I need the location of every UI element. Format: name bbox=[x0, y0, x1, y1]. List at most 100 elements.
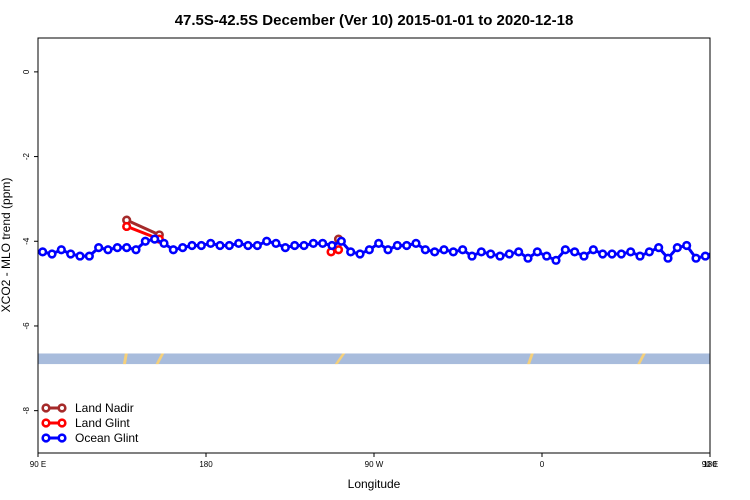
data-point bbox=[721, 251, 728, 258]
data-point bbox=[588, 245, 598, 255]
data-point bbox=[333, 245, 344, 255]
legend-marker bbox=[41, 418, 51, 428]
legend-marker bbox=[57, 403, 67, 413]
data-point bbox=[75, 251, 85, 261]
x-tick-label: 0 bbox=[540, 460, 545, 469]
data-point bbox=[392, 240, 402, 251]
data-point bbox=[514, 247, 524, 257]
series-land-nadir bbox=[122, 215, 344, 244]
data-point bbox=[262, 236, 272, 246]
y-tick-label: -6 bbox=[22, 322, 31, 330]
legend-marker bbox=[41, 433, 51, 443]
data-point bbox=[495, 251, 505, 261]
data-point bbox=[402, 240, 412, 251]
data-point bbox=[206, 238, 216, 248]
data-point bbox=[420, 245, 430, 255]
data-point bbox=[140, 236, 150, 246]
y-tick-label: -8 bbox=[22, 407, 31, 415]
y-tick-label: -4 bbox=[22, 237, 31, 245]
data-point bbox=[196, 240, 206, 251]
data-point bbox=[523, 253, 533, 263]
data-point bbox=[607, 249, 617, 259]
data-point bbox=[47, 249, 57, 259]
data-point bbox=[739, 251, 746, 258]
data-point bbox=[635, 251, 645, 261]
data-point bbox=[224, 240, 234, 251]
x-tick-label: 180 bbox=[199, 460, 213, 469]
data-point bbox=[318, 238, 328, 248]
land-segment bbox=[122, 353, 128, 365]
data-point bbox=[38, 247, 48, 257]
legend-marker bbox=[57, 433, 67, 443]
x-tick-label: 90 W bbox=[365, 460, 384, 469]
y-tick-label: -2 bbox=[22, 152, 31, 160]
land-segment bbox=[637, 353, 646, 365]
data-point bbox=[131, 245, 141, 255]
x-axis-label: Longitude bbox=[348, 477, 401, 491]
legend-marker bbox=[57, 418, 67, 428]
data-point bbox=[122, 221, 132, 232]
data-point bbox=[84, 251, 94, 261]
y-tick-label: 0 bbox=[22, 69, 31, 74]
data-point bbox=[560, 245, 570, 255]
data-point bbox=[56, 245, 66, 255]
data-point bbox=[252, 240, 262, 251]
data-point bbox=[654, 243, 664, 253]
data-point bbox=[439, 245, 449, 255]
data-point bbox=[346, 247, 356, 257]
data-point bbox=[700, 251, 710, 261]
data-point bbox=[430, 247, 440, 257]
legend-marker bbox=[41, 403, 51, 413]
data-point bbox=[355, 249, 365, 259]
data-point bbox=[336, 236, 346, 246]
series-line bbox=[126, 218, 160, 237]
data-point bbox=[234, 238, 244, 248]
data-point bbox=[243, 240, 253, 251]
data-point bbox=[150, 234, 160, 244]
data-point bbox=[178, 243, 188, 253]
data-point bbox=[672, 243, 682, 253]
data-point bbox=[327, 240, 337, 251]
data-point bbox=[663, 253, 673, 263]
data-point bbox=[271, 238, 281, 248]
data-point bbox=[94, 243, 104, 253]
x-tick-label: 180 bbox=[703, 460, 717, 469]
series-ocean-glint bbox=[38, 234, 746, 265]
data-point bbox=[103, 245, 113, 255]
data-point bbox=[299, 240, 309, 251]
data-point bbox=[66, 249, 76, 259]
data-point bbox=[579, 251, 589, 261]
data-point bbox=[374, 238, 384, 248]
plot-area bbox=[38, 215, 746, 365]
data-point bbox=[467, 251, 477, 261]
data-point bbox=[542, 251, 552, 261]
x-tick-label: 90 E bbox=[702, 460, 718, 469]
data-point bbox=[682, 240, 692, 251]
data-point bbox=[411, 238, 421, 248]
data-point bbox=[570, 247, 580, 257]
data-point bbox=[290, 240, 300, 251]
data-point bbox=[122, 243, 132, 253]
land-segment bbox=[527, 353, 534, 365]
surface-band bbox=[38, 353, 710, 365]
data-point bbox=[486, 249, 496, 259]
land-segment bbox=[334, 353, 346, 365]
y-axis: 0 -2 -4 -6 -8 bbox=[22, 69, 38, 414]
data-point bbox=[383, 245, 393, 255]
data-point bbox=[691, 253, 701, 263]
data-point bbox=[159, 238, 169, 248]
data-point bbox=[458, 245, 468, 255]
legend-label: Land Glint bbox=[75, 416, 130, 430]
data-point bbox=[644, 247, 654, 257]
data-point bbox=[532, 247, 542, 257]
data-point bbox=[730, 246, 737, 253]
data-point bbox=[616, 249, 626, 259]
legend-label: Ocean Glint bbox=[75, 431, 139, 445]
data-point bbox=[280, 243, 290, 253]
data-point bbox=[626, 247, 636, 257]
data-point bbox=[187, 240, 197, 251]
